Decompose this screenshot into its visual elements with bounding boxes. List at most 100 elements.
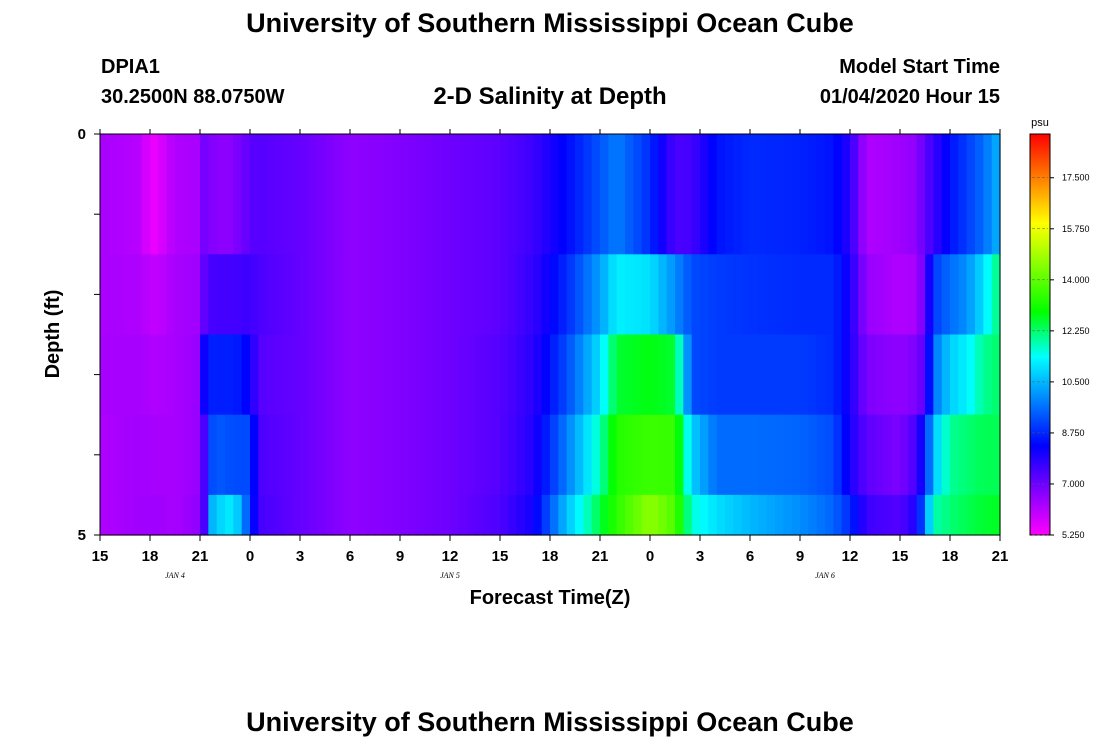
heatmap-cell xyxy=(566,134,576,255)
heatmap-cell xyxy=(208,134,218,255)
heatmap-cell xyxy=(483,494,493,536)
heatmap-cell xyxy=(150,414,159,496)
model-start-value: 01/04/2020 Hour 15 xyxy=(819,86,1000,108)
heatmap-cell xyxy=(875,334,884,416)
heatmap-cell xyxy=(275,254,284,336)
heatmap-cell xyxy=(908,414,918,496)
heatmap-cell xyxy=(816,254,826,336)
heatmap-cell xyxy=(166,334,176,416)
heatmap-cell xyxy=(500,414,509,496)
heatmap-cell xyxy=(783,494,793,536)
heatmap-cell xyxy=(133,254,143,336)
heatmap-cell xyxy=(866,414,876,496)
heatmap-cell xyxy=(700,254,709,336)
heatmap-cell xyxy=(841,254,851,336)
heatmap-cell xyxy=(258,414,268,496)
heatmap-cell xyxy=(108,494,118,536)
heatmap-cell xyxy=(333,414,343,496)
heatmap-cell xyxy=(791,414,801,496)
heatmap-cell xyxy=(758,334,768,416)
heatmap-cell xyxy=(208,414,218,496)
heatmap-cell xyxy=(508,414,518,496)
heatmap-cell xyxy=(983,334,993,416)
heatmap-cell xyxy=(800,494,809,536)
heatmap-cell xyxy=(816,414,826,496)
heatmap-cell xyxy=(333,134,343,255)
x-tick-label: 15 xyxy=(892,548,909,565)
heatmap-cell xyxy=(533,414,543,496)
heatmap-cell xyxy=(933,334,943,416)
colorbar: psu 5.250 7.000 8.750 10.500 12.250 14.000 15.… xyxy=(1029,117,1090,540)
x-tick-label: 15 xyxy=(492,548,509,565)
heatmap-cell xyxy=(925,254,934,336)
heatmap-cell xyxy=(641,334,651,416)
heatmap-cell xyxy=(183,334,193,416)
heatmap-cell xyxy=(541,254,551,336)
heatmap-cell xyxy=(200,494,209,536)
heatmap-cell xyxy=(225,494,234,536)
heatmap-cell xyxy=(400,254,409,336)
heatmap-cell xyxy=(141,494,151,536)
colorbar-tick-label: 12.250 xyxy=(1062,326,1090,336)
heatmap-cell xyxy=(783,254,793,336)
colorbar-tick-label: 17.500 xyxy=(1062,173,1090,183)
heatmap-cell xyxy=(691,414,701,496)
heatmap-cell xyxy=(275,134,284,255)
heatmap-cell xyxy=(133,414,143,496)
heatmap-cell xyxy=(791,134,801,255)
heatmap-cell xyxy=(808,254,818,336)
heatmap-cell xyxy=(625,414,634,496)
heatmap-cell xyxy=(558,494,568,536)
heatmap-cell xyxy=(300,134,309,255)
heatmap-cell xyxy=(508,334,518,416)
heatmap-cell xyxy=(375,494,384,536)
heatmap-cell xyxy=(358,334,368,416)
heatmap-cell xyxy=(133,494,143,536)
heatmap-cell xyxy=(933,494,943,536)
y-axis-title: Depth (ft) xyxy=(42,290,64,379)
heatmap-cell xyxy=(925,134,934,255)
heatmap-cell xyxy=(683,414,693,496)
heatmap-cell xyxy=(733,494,743,536)
heatmap-cell xyxy=(875,414,884,496)
heatmap-cell xyxy=(341,414,351,496)
heatmap-cell xyxy=(800,134,809,255)
heatmap-cell xyxy=(925,414,934,496)
heatmap-cell xyxy=(441,414,451,496)
heatmap-cell xyxy=(716,134,726,255)
heatmap-cell xyxy=(400,494,409,536)
heatmap-cell xyxy=(666,334,676,416)
heatmap-cell xyxy=(383,134,393,255)
heatmap-cell xyxy=(191,134,201,255)
heatmap-cell xyxy=(241,494,251,536)
heatmap-cell xyxy=(308,334,318,416)
heatmap-cell xyxy=(883,414,893,496)
heatmap-cell xyxy=(541,414,551,496)
heatmap-cell xyxy=(600,334,609,416)
heatmap-cell xyxy=(800,254,809,336)
heatmap-cell xyxy=(866,334,876,416)
heatmap-cell xyxy=(258,494,268,536)
heatmap-cell xyxy=(300,414,309,496)
heatmap-cell xyxy=(866,494,876,536)
heatmap-cell xyxy=(350,334,359,416)
heatmap-cell xyxy=(241,334,251,416)
heatmap-cell xyxy=(383,494,393,536)
heatmap-cell xyxy=(683,334,693,416)
heatmap-cell xyxy=(408,334,418,416)
heatmap-cell xyxy=(750,134,759,255)
heatmap-cell xyxy=(400,414,409,496)
heatmap-cell xyxy=(783,414,793,496)
heatmap-cell xyxy=(391,334,401,416)
heatmap-cell xyxy=(808,494,818,536)
heatmap-cell xyxy=(525,414,534,496)
heatmap-cell xyxy=(716,254,726,336)
heatmap-cell xyxy=(908,134,918,255)
heatmap-cell xyxy=(741,494,751,536)
heatmap-cell xyxy=(633,134,643,255)
heatmap-cell xyxy=(150,494,159,536)
heatmap-cell xyxy=(533,254,543,336)
heatmap-cell xyxy=(183,254,193,336)
heatmap-cell xyxy=(833,494,843,536)
heatmap-cell xyxy=(441,494,451,536)
